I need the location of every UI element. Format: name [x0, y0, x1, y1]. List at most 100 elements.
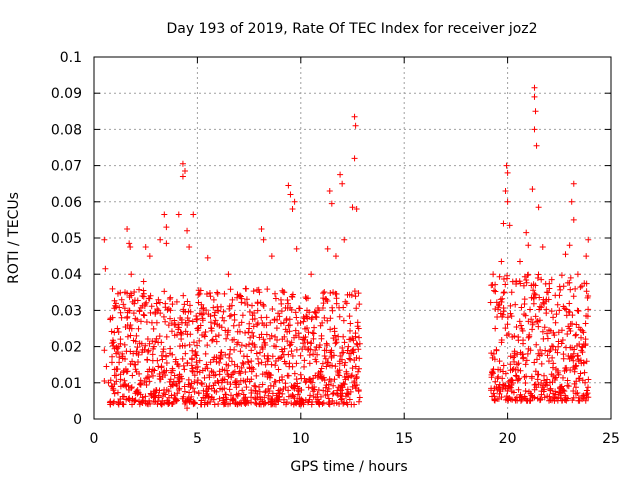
data-point [525, 334, 532, 341]
data-point [324, 391, 331, 398]
data-point [131, 397, 138, 404]
data-point [343, 300, 350, 307]
data-point [261, 339, 268, 346]
data-point [199, 317, 206, 324]
data-point [164, 306, 171, 313]
data-point [247, 334, 254, 341]
data-point [517, 258, 524, 265]
data-point [533, 142, 540, 149]
data-point [539, 244, 546, 251]
data-point [279, 390, 286, 397]
data-point [536, 317, 543, 324]
data-point [573, 378, 580, 385]
data-point [348, 373, 355, 380]
data-point [147, 309, 154, 316]
data-point [305, 329, 312, 336]
data-point [526, 333, 533, 340]
data-point [260, 302, 267, 309]
data-point [184, 360, 191, 367]
data-point [122, 289, 129, 296]
data-point [509, 377, 516, 384]
data-point [353, 373, 360, 380]
data-point [544, 376, 551, 383]
data-point [546, 348, 553, 355]
data-point [216, 359, 223, 366]
y-tick-label: 0 [73, 412, 82, 428]
data-point [567, 286, 574, 293]
data-point [259, 345, 266, 352]
data-point [301, 343, 308, 350]
y-tick-label: 0.04 [51, 267, 82, 283]
data-point [178, 375, 185, 382]
data-point [222, 351, 229, 358]
data-point [530, 295, 537, 302]
data-point [227, 381, 234, 388]
data-point [144, 335, 151, 342]
data-point [173, 298, 180, 305]
data-point [149, 372, 156, 379]
data-point [250, 323, 257, 330]
data-point [261, 394, 268, 401]
data-point [529, 326, 536, 333]
data-point [193, 312, 200, 319]
data-point [536, 303, 543, 310]
data-point [134, 358, 141, 365]
data-point [108, 328, 115, 335]
data-point [260, 236, 267, 243]
data-point [127, 321, 134, 328]
data-point [289, 206, 296, 213]
data-point [543, 289, 550, 296]
data-point [204, 254, 211, 261]
data-point [111, 297, 118, 304]
data-point [225, 327, 232, 334]
data-point [324, 245, 331, 252]
data-point [538, 304, 545, 311]
data-point [304, 295, 311, 302]
y-tick-label: 0.03 [51, 303, 82, 319]
data-point [285, 182, 292, 189]
data-point [186, 341, 193, 348]
data-point [101, 347, 108, 354]
data-point [203, 361, 210, 368]
data-point [306, 360, 313, 367]
data-point [230, 322, 237, 329]
data-point [186, 389, 193, 396]
data-point [221, 385, 228, 392]
data-point [116, 354, 123, 361]
data-point [496, 390, 503, 397]
data-point [145, 347, 152, 354]
data-point [184, 298, 191, 305]
data-point [272, 333, 279, 340]
data-point [310, 330, 317, 337]
data-point [547, 385, 554, 392]
data-point [549, 354, 556, 361]
data-point [268, 361, 275, 368]
data-point [118, 296, 125, 303]
data-point [176, 385, 183, 392]
data-point [131, 300, 138, 307]
data-point [570, 350, 577, 357]
data-point [248, 358, 255, 365]
data-point [567, 367, 574, 374]
data-point [308, 340, 315, 347]
data-point [552, 374, 559, 381]
data-point [515, 360, 522, 367]
data-point [311, 324, 318, 331]
data-point [535, 371, 542, 378]
data-point [535, 323, 542, 330]
data-point [126, 307, 133, 314]
data-point [269, 306, 276, 313]
data-point [355, 334, 362, 341]
data-point [243, 384, 250, 391]
data-point [218, 349, 225, 356]
data-point [345, 374, 352, 381]
data-point [143, 381, 150, 388]
data-point [162, 300, 169, 307]
data-point [140, 311, 147, 318]
data-point [560, 351, 567, 358]
data-point [566, 242, 573, 249]
data-point [559, 374, 566, 381]
data-point [231, 346, 238, 353]
data-point [246, 325, 253, 332]
data-point [195, 291, 202, 298]
